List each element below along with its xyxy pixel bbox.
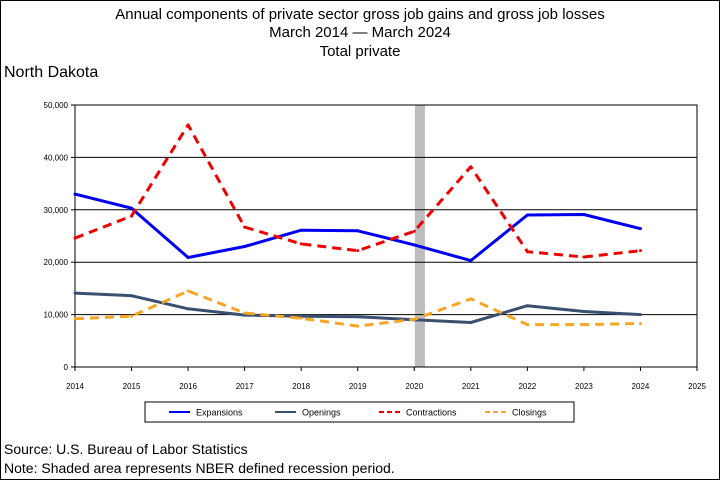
data-point-openings xyxy=(582,309,586,313)
data-point-closings xyxy=(73,317,77,321)
data-point-openings xyxy=(525,304,529,308)
data-point-expansions xyxy=(525,213,529,217)
data-point-expansions xyxy=(243,244,247,248)
data-point-closings xyxy=(299,316,303,320)
series-line-contractions xyxy=(74,123,641,259)
data-point-closings xyxy=(356,324,360,328)
data-point-contractions xyxy=(186,123,190,127)
y-tick-label: 30,000 xyxy=(44,206,69,215)
source-note: Source: U.S. Bureau of Labor Statistics xyxy=(4,441,248,457)
x-tick-label: 2021 xyxy=(462,382,480,391)
x-tick-label: 2025 xyxy=(688,382,706,391)
data-point-closings xyxy=(412,317,416,321)
legend-label-expansions: Expansions xyxy=(196,408,243,418)
data-point-expansions xyxy=(582,213,586,217)
recession-shade xyxy=(414,105,425,367)
data-point-contractions xyxy=(638,249,642,253)
x-tick-label: 2015 xyxy=(123,382,141,391)
legend-box xyxy=(144,401,575,423)
data-point-closings xyxy=(186,289,190,293)
data-point-contractions xyxy=(582,255,586,259)
region-label: North Dakota xyxy=(4,64,99,81)
data-point-contractions xyxy=(299,242,303,246)
x-tick-label: 2017 xyxy=(236,382,254,391)
data-point-expansions xyxy=(469,259,473,263)
x-tick-label: 2022 xyxy=(518,382,536,391)
y-tick-label: 50,000 xyxy=(44,101,69,110)
data-point-expansions xyxy=(299,228,303,232)
chart-title-line-1: Annual components of private sector gros… xyxy=(115,6,605,23)
x-tick-label: 2020 xyxy=(405,382,423,391)
data-point-expansions xyxy=(73,192,77,196)
data-point-closings xyxy=(243,311,247,315)
plot-frame xyxy=(74,104,698,368)
chart-title-line-2: March 2014 — March 2024 xyxy=(269,24,451,41)
data-point-contractions xyxy=(356,249,360,253)
data-point-expansions xyxy=(130,206,134,210)
data-point-closings xyxy=(525,323,529,327)
data-point-contractions xyxy=(469,165,473,169)
y-tick-label: 20,000 xyxy=(44,258,69,267)
legend-label-contractions: Contractions xyxy=(406,408,457,418)
y-tick-label: 10,000 xyxy=(44,311,69,320)
chart-title-line-3: Total private xyxy=(319,43,401,60)
y-tick-label: 0 xyxy=(64,363,69,372)
x-tick-label: 2016 xyxy=(179,382,197,391)
data-point-openings xyxy=(469,320,473,324)
recession-note: Note: Shaded area represents NBER define… xyxy=(4,460,395,476)
data-point-closings xyxy=(638,322,642,326)
legend-label-openings: Openings xyxy=(302,408,341,418)
data-point-closings xyxy=(469,297,473,301)
x-tick-label: 2019 xyxy=(349,382,367,391)
data-point-contractions xyxy=(243,225,247,229)
data-point-openings xyxy=(638,313,642,317)
data-point-openings xyxy=(130,294,134,298)
x-tick-label: 2014 xyxy=(66,382,84,391)
data-point-expansions xyxy=(186,255,190,259)
data-point-contractions xyxy=(412,229,416,233)
data-point-openings xyxy=(186,307,190,311)
data-point-openings xyxy=(356,315,360,319)
data-point-contractions xyxy=(130,214,134,218)
x-tick-label: 2018 xyxy=(292,382,310,391)
x-tick-label: 2024 xyxy=(632,382,650,391)
data-point-expansions xyxy=(638,227,642,231)
data-point-contractions xyxy=(73,236,77,240)
data-point-contractions xyxy=(525,250,529,254)
legend-label-closings: Closings xyxy=(512,408,547,418)
data-point-expansions xyxy=(356,229,360,233)
x-tick-label: 2023 xyxy=(575,382,593,391)
data-point-openings xyxy=(299,314,303,318)
data-point-openings xyxy=(73,291,77,295)
y-tick-label: 40,000 xyxy=(44,153,69,162)
data-point-closings xyxy=(582,323,586,327)
data-point-closings xyxy=(130,314,134,318)
data-point-expansions xyxy=(412,243,416,247)
